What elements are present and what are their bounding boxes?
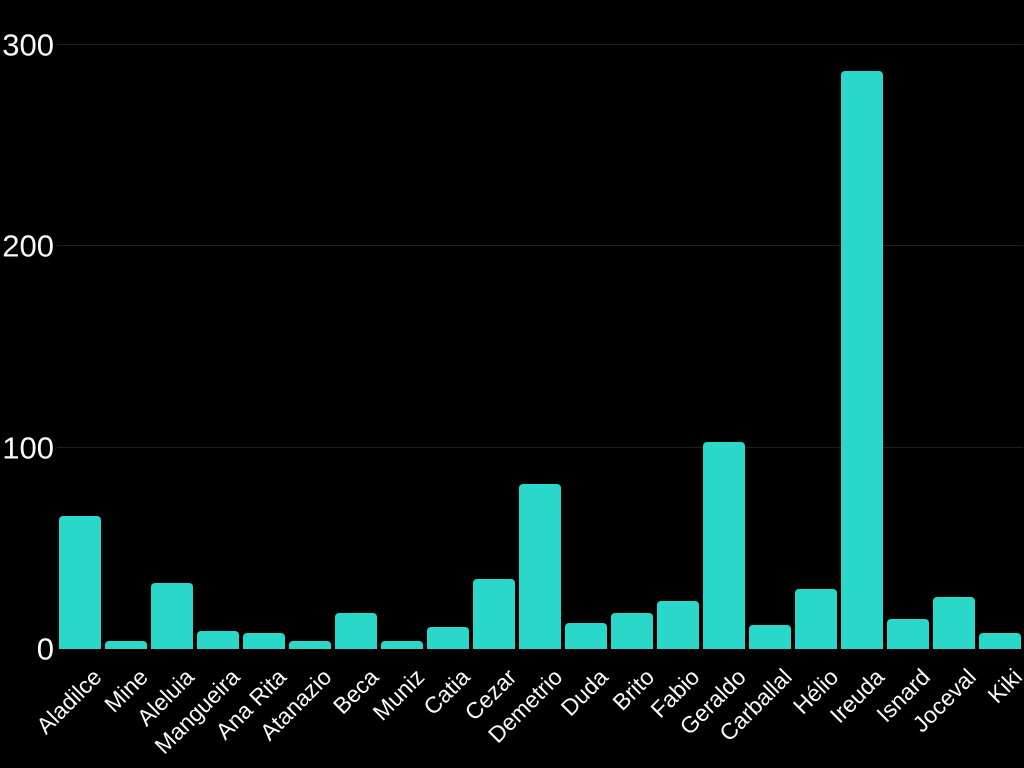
- bar[interactable]: [197, 630, 239, 649]
- x-axis-label: Kiki: [982, 663, 1024, 709]
- bar-group: Duda: [556, 45, 613, 721]
- bar-group: Beca: [328, 45, 383, 719]
- bar[interactable]: [519, 483, 561, 649]
- bar-group: Mangueira: [150, 45, 245, 759]
- gridline-200: [57, 245, 1023, 247]
- y-tick-label: 0: [36, 631, 54, 667]
- bar[interactable]: [933, 596, 975, 649]
- bar-group: Mine: [99, 45, 153, 717]
- bar[interactable]: [151, 582, 193, 649]
- bar-group: Ireuda: [824, 45, 889, 728]
- bar[interactable]: [473, 578, 515, 649]
- bar-group: Muniz: [367, 45, 429, 725]
- gridline-300: [57, 44, 1023, 45]
- bar[interactable]: [105, 640, 147, 649]
- bar-group: Aleluia: [132, 45, 199, 731]
- bar-group: Cezar: [459, 45, 521, 725]
- bar[interactable]: [289, 640, 331, 649]
- bar-group: Geraldo: [675, 45, 751, 740]
- x-axis-label: Aladilce: [31, 663, 107, 739]
- bar[interactable]: [841, 71, 883, 649]
- bar[interactable]: [749, 624, 791, 649]
- y-tick-label: 200: [2, 228, 54, 264]
- bar-group: Ana Rita: [210, 45, 291, 744]
- bar[interactable]: [611, 612, 653, 649]
- bar-group: Hélio: [788, 45, 843, 719]
- bar-group: Brito: [607, 45, 659, 715]
- bar-group: Joceval: [907, 45, 981, 737]
- bar-group: Catia: [419, 45, 475, 720]
- bar-group: Demetrio: [483, 45, 567, 748]
- bar[interactable]: [887, 618, 929, 649]
- gridline-100: [57, 446, 1023, 448]
- bars-container: Aladilce Mine Aleluia Mangueira Ana Rita Atan…: [32, 45, 1024, 759]
- x-axis-label: Muniz: [367, 663, 429, 726]
- x-axis-label: Duda: [555, 663, 613, 721]
- plot-area: Aladilce Mine Aleluia Mangueira Ana Rita Atan…: [32, 44, 1024, 759]
- bar-group: Carballal: [714, 45, 797, 746]
- y-tick-label: 100: [2, 430, 54, 466]
- bar-group: Atanazio: [255, 45, 337, 745]
- bar-group: Aladilce: [32, 45, 107, 739]
- bar[interactable]: [703, 441, 745, 649]
- bar-group: Isnard: [871, 45, 935, 727]
- bar[interactable]: [565, 622, 607, 649]
- bar[interactable]: [979, 632, 1021, 649]
- bar[interactable]: [59, 516, 101, 649]
- y-tick-label: 300: [2, 27, 54, 63]
- bar[interactable]: [381, 640, 423, 649]
- y-axis: 0 100 200 300: [0, 30, 54, 665]
- bar-group: Kiki: [977, 45, 1024, 708]
- bar[interactable]: [335, 612, 377, 649]
- bar[interactable]: [427, 626, 469, 649]
- bar-group: Fabio: [646, 45, 705, 723]
- bar[interactable]: [795, 588, 837, 649]
- bar[interactable]: [657, 600, 699, 649]
- bar[interactable]: [243, 632, 285, 649]
